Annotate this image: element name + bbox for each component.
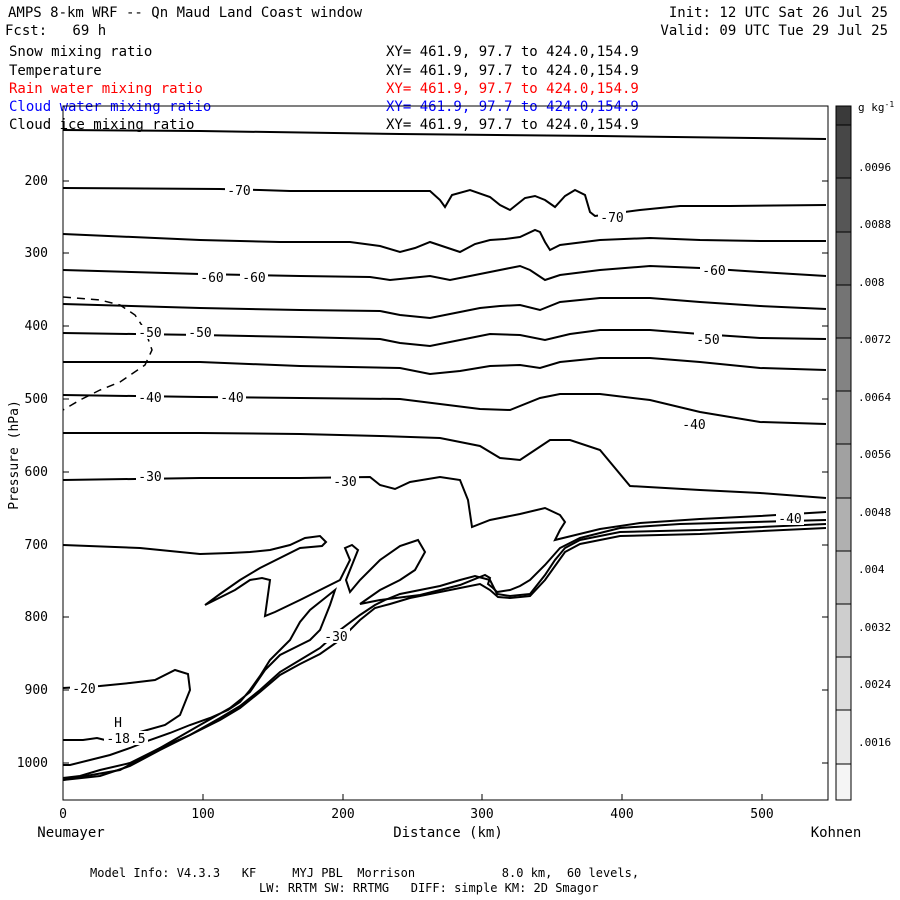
x-tick-label: 400 (610, 807, 633, 822)
contour-label: -30 (138, 470, 161, 485)
plot-frame (62, 105, 829, 801)
y-tick-label: 800 (25, 610, 48, 625)
y-tick-label: 300 (25, 246, 48, 261)
contour-label: -20 (72, 682, 95, 697)
contour-label: -60 (242, 271, 265, 286)
field-name: Snow mixing ratio (9, 44, 153, 60)
x-axis-label: Distance (km) (393, 825, 503, 841)
colorbar-labels: .0096 .0088 .008 .0072 .0064 .0056 .0048… (858, 161, 891, 749)
y-tick-label: 1000 (17, 756, 48, 771)
left-endpoint-label: Neumayer (37, 825, 104, 841)
x-tick-label: 100 (191, 807, 214, 822)
contour-label: -40 (778, 512, 801, 527)
field-name: Cloud water mixing ratio (9, 99, 212, 115)
x-tick-label: 500 (750, 807, 773, 822)
colorbar-unit: g kg-1 (858, 100, 894, 114)
x-tick-label: 300 (470, 807, 493, 822)
contour-label: -60 (702, 264, 725, 279)
y-tick-label: 900 (25, 683, 48, 698)
high-marker: H (114, 716, 122, 731)
y-tick-labels: 200 300 400 500 600 700 800 900 1000 (17, 174, 48, 771)
field-xy: XY= 461.9, 97.7 to 424.0,154.9 (386, 81, 639, 97)
y-tick-label: 500 (25, 392, 48, 407)
field-xy: XY= 461.9, 97.7 to 424.0,154.9 (386, 63, 639, 79)
colorbar-label: .0088 (858, 218, 891, 231)
colorbar-label: .0016 (858, 736, 891, 749)
init-time: Init: 12 UTC Sat 26 Jul 25 (668, 5, 888, 21)
y-tick-label: 400 (25, 319, 48, 334)
model-info: Model Info: V4.3.3 KF MYJ PBL Morrison 8… (90, 866, 640, 880)
field-name: Cloud ice mixing ratio (9, 117, 195, 133)
colorbar-label: .0064 (858, 391, 891, 404)
contour-label: -40 (138, 391, 161, 406)
field-name: Temperature (9, 63, 102, 79)
colorbar-label: .0072 (858, 333, 891, 346)
colorbar-label: .0048 (858, 506, 891, 519)
field-name: Rain water mixing ratio (9, 81, 203, 97)
right-endpoint-label: Kohnen (811, 825, 862, 841)
colorbar-label: .008 (858, 276, 885, 289)
contour-label: -40 (220, 391, 243, 406)
temperature-contours (62, 129, 827, 781)
field-xy: XY= 461.9, 97.7 to 424.0,154.9 (386, 117, 639, 133)
field-xy: XY= 461.9, 97.7 to 424.0,154.9 (386, 99, 639, 115)
physics-info: LW: RRTM SW: RRTMG DIFF: simple KM: 2D S… (259, 881, 599, 895)
colorbar (835, 105, 852, 801)
contour-label: -40 (682, 418, 705, 433)
colorbar-label: .0096 (858, 161, 891, 174)
y-tick-label: 600 (25, 465, 48, 480)
colorbar-label: .0056 (858, 448, 891, 461)
title: AMPS 8-km WRF -- Qn Maud Land Coast wind… (8, 5, 363, 21)
colorbar-label: .0024 (858, 678, 891, 691)
cloud-ice-contour (62, 296, 153, 411)
y-tick-label: 200 (25, 174, 48, 189)
colorbar-label: .004 (858, 563, 885, 576)
y-tick-label: 700 (25, 538, 48, 553)
x-tick-labels: 0 100 200 300 400 500 (59, 807, 774, 822)
contour-label: -18.5 (106, 732, 145, 747)
y-axis-label: Pressure (hPa) (7, 400, 22, 510)
contour-label: -50 (138, 326, 161, 341)
contour-label: -30 (333, 475, 356, 490)
x-tick-label: 200 (331, 807, 354, 822)
contour-label: -60 (200, 271, 223, 286)
x-tick-label: 0 (59, 807, 67, 822)
field-xy: XY= 461.9, 97.7 to 424.0,154.9 (386, 44, 639, 60)
colorbar-label: .0032 (858, 621, 891, 634)
y-axis (63, 180, 828, 764)
x-axis (62, 794, 763, 800)
contour-label: -70 (600, 211, 623, 226)
contour-label: -70 (227, 184, 250, 199)
contour-labels: -70 -70 -60 -60 -60 -50 -50 -50 -40 -40 … (70, 183, 804, 747)
valid-time: Valid: 09 UTC Tue 29 Jul 25 (660, 23, 888, 39)
contour-label: -50 (188, 326, 211, 341)
contour-label: -30 (324, 630, 347, 645)
contour-label: -50 (696, 333, 719, 348)
forecast-hour: Fcst: 69 h (5, 23, 107, 39)
